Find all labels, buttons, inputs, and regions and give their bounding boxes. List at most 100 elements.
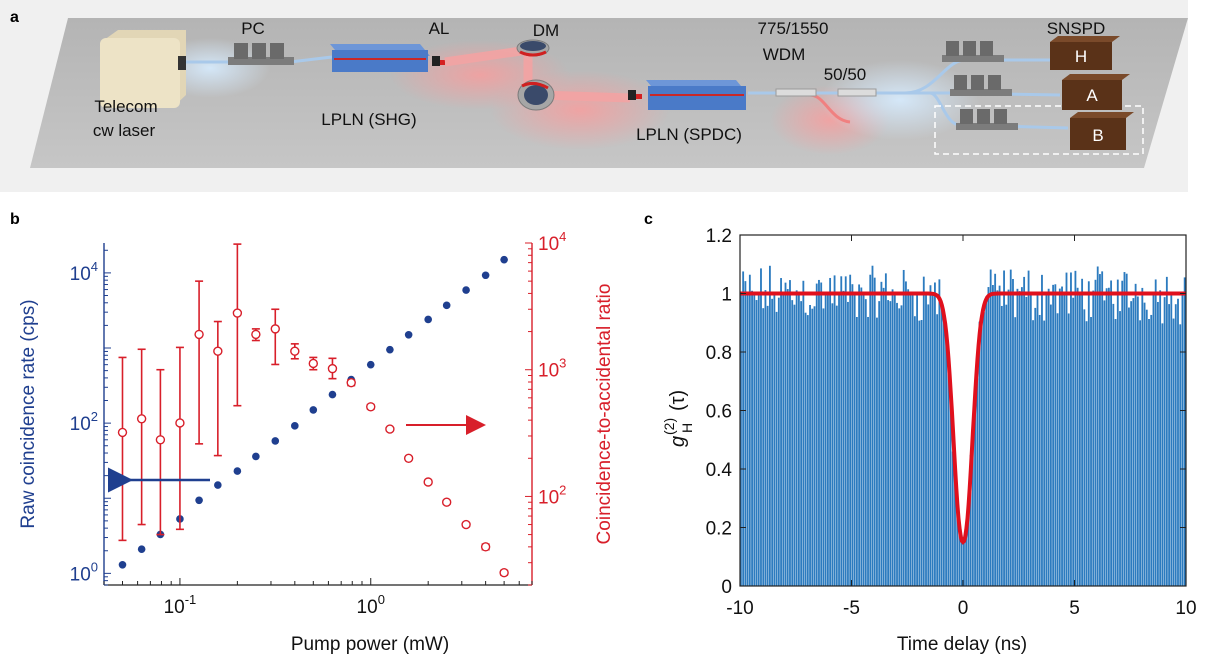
panel-c-x-tick-label: -5: [843, 598, 860, 619]
histogram-bar: [1105, 288, 1108, 586]
histogram-bar: [740, 294, 742, 586]
histogram-bar: [1152, 295, 1155, 586]
histogram-bar: [994, 273, 997, 586]
histogram-bar: [755, 300, 758, 586]
histogram-bar: [1154, 279, 1157, 586]
histogram-bar: [789, 280, 791, 586]
panel-c-letter: c: [644, 211, 653, 228]
histogram-bar: [1058, 288, 1061, 586]
histogram-bar: [797, 295, 800, 586]
histogram-bar: [847, 301, 849, 586]
histogram-bar: [804, 312, 807, 586]
histogram-bar: [746, 291, 749, 586]
panel-b: b 10-1 100 100 102 104 102 103 104 Pump power (…: [10, 211, 615, 655]
histogram-bar: [969, 454, 972, 586]
histogram-bar: [1183, 277, 1186, 586]
histogram-bar: [766, 305, 769, 586]
histogram-bar: [985, 296, 988, 586]
histogram-bar: [1121, 280, 1124, 586]
histogram-bar: [907, 289, 910, 586]
histogram-bar: [900, 305, 903, 586]
histogram-bar: [1045, 292, 1048, 586]
histogram-bar: [1094, 279, 1097, 586]
ylabel-arg: (τ): [667, 390, 689, 411]
histogram-bar: [1027, 270, 1030, 586]
car-point: [232, 308, 243, 318]
coincidence-rate-point: [291, 422, 299, 430]
histogram-bar: [1018, 291, 1021, 586]
detector-h: [1050, 36, 1120, 70]
histogram-bar: [884, 273, 887, 586]
car-point: [290, 346, 300, 356]
histogram-bar: [958, 532, 961, 586]
histogram-bar: [742, 271, 745, 586]
histogram-bar: [963, 542, 965, 586]
car-point: [366, 402, 376, 412]
coincidence-rate-point: [366, 360, 375, 369]
histogram-bar: [945, 340, 947, 586]
histogram-bar: [793, 304, 796, 586]
panel-b-ylabel-right: Coincidence-to-accidental ratio: [594, 284, 615, 545]
car-point: [423, 477, 433, 487]
histogram-bar: [1172, 318, 1175, 586]
histogram-bar: [806, 315, 809, 586]
input-fiber: [185, 55, 333, 64]
histogram-bar: [1139, 320, 1141, 586]
car-point: [346, 377, 356, 388]
histogram-bar: [889, 301, 892, 586]
histogram-bar: [813, 306, 816, 586]
histogram-bar: [869, 274, 872, 586]
splitter-glow: [820, 60, 980, 140]
panel-c-x-tick-label: 5: [1069, 598, 1080, 619]
histogram-bar: [1134, 283, 1137, 586]
histogram-bar: [833, 275, 836, 586]
histogram-bar: [913, 316, 916, 586]
histogram-bar: [1150, 314, 1153, 586]
histogram-bar: [934, 282, 936, 586]
histogram-bar: [1063, 292, 1066, 586]
histogram-bar: [815, 283, 818, 586]
histogram-bar: [1107, 287, 1110, 586]
car-point: [251, 329, 261, 340]
histogram-bar: [867, 316, 869, 586]
histogram-bar: [940, 305, 943, 586]
histogram-bar: [1034, 307, 1037, 586]
histogram-bar: [878, 301, 881, 586]
histogram-bar: [795, 290, 798, 586]
histogram-bar: [782, 294, 785, 586]
histogram-bar: [1125, 273, 1128, 586]
histogram-bar: [1159, 290, 1162, 586]
histogram-bar: [1090, 317, 1092, 586]
detector-h-label: H: [1075, 47, 1087, 66]
panel-c: c -10 -5 0 5 10 0 0.2 0.4 0.6 0.8 1 1.2 Time delay …: [644, 211, 1197, 655]
histogram-bar: [829, 277, 832, 586]
histogram-bar: [902, 269, 905, 586]
dm-beam-out: [539, 90, 631, 103]
histogram-bar: [826, 295, 829, 586]
histogram-bar: [1123, 272, 1126, 586]
coincidence-rate-point: [424, 315, 432, 324]
histogram-bar: [905, 281, 907, 586]
histogram-bar: [1132, 298, 1135, 586]
panel-a-letter: a: [10, 9, 19, 26]
histogram-bar: [1114, 319, 1117, 586]
panel-c-xlabel: Time delay (ns): [897, 634, 1027, 655]
histogram-bar: [983, 312, 985, 586]
histogram-bar: [1065, 272, 1068, 586]
histogram-bar: [929, 285, 932, 586]
coincidence-rate-point: [386, 345, 394, 354]
dichroic-mirror-2: [517, 79, 555, 111]
panel-c-y-tick-label: 1: [721, 285, 732, 306]
histogram-bar: [920, 319, 923, 586]
histogram-bar: [998, 285, 1001, 586]
car-point: [136, 414, 147, 424]
histogram-bar: [1070, 272, 1072, 586]
histogram-bar: [1076, 287, 1079, 586]
histogram-bar: [800, 301, 803, 586]
histogram-bar: [871, 265, 874, 586]
panel-c-plot-area: -10 -5 0 5 10 0 0.2 0.4 0.6 0.8 1 1.2: [706, 226, 1197, 619]
histogram-bar: [744, 281, 747, 586]
spdc-coupling-lens: [628, 90, 642, 100]
panel-b-right-tick-label: 102: [538, 482, 566, 508]
histogram-bar: [811, 308, 814, 586]
